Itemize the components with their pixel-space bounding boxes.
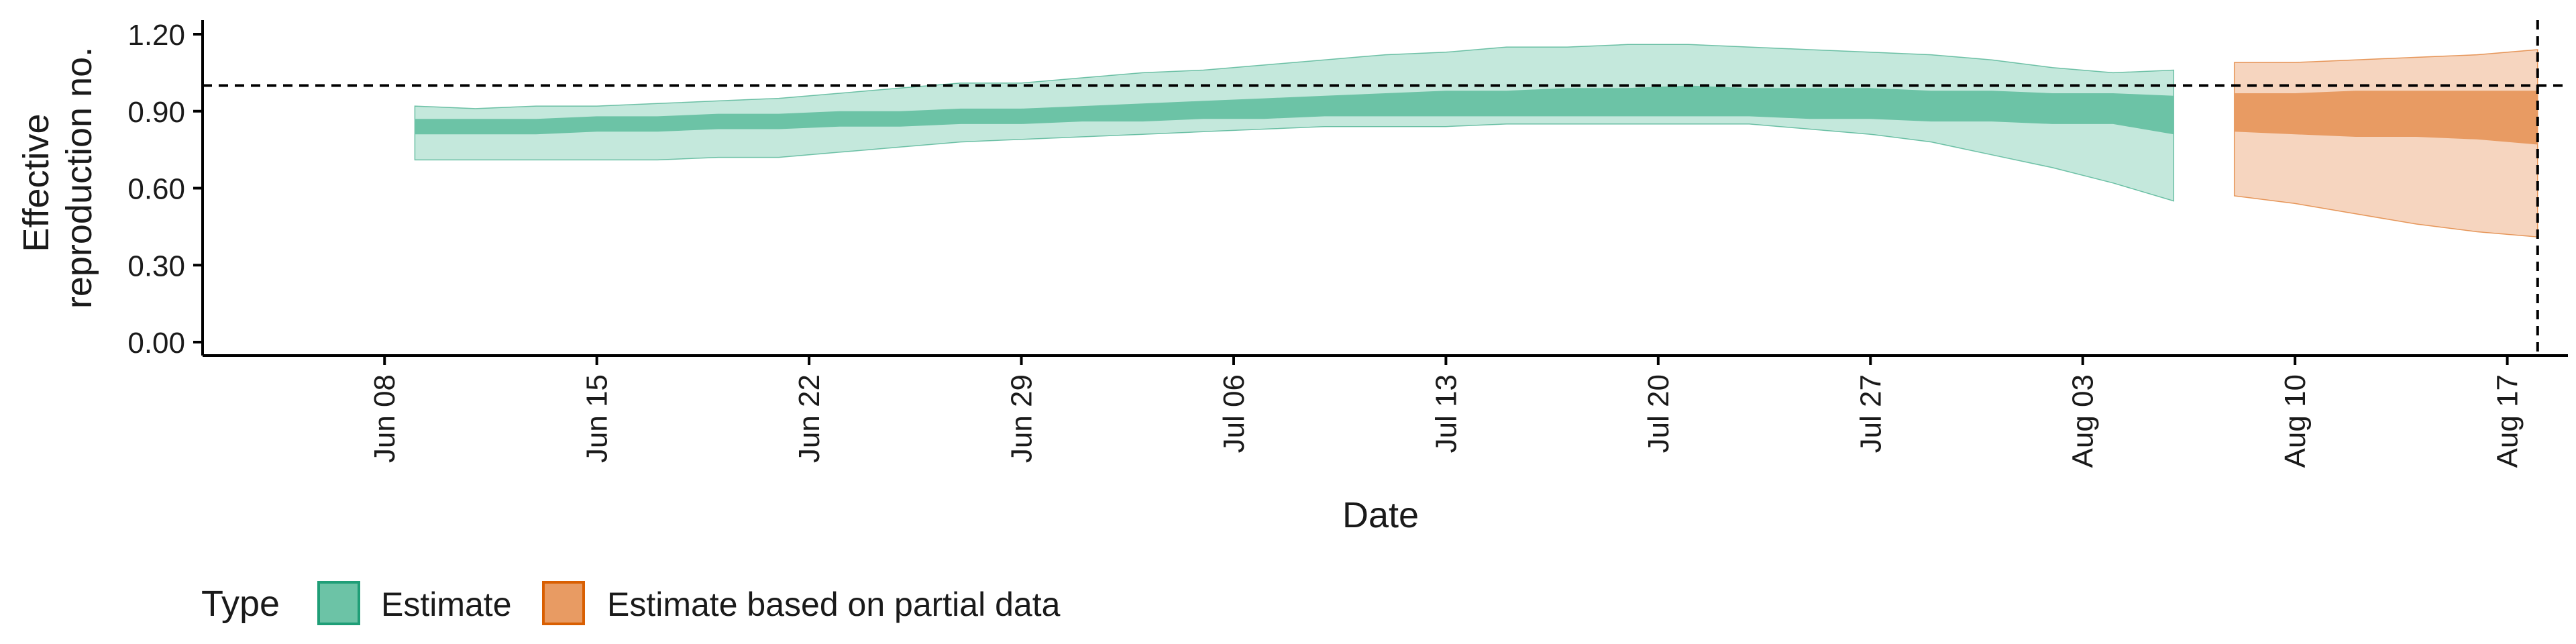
x-tick-label: Aug 10 [2279, 374, 2312, 468]
legend-title: Type [201, 584, 280, 624]
y-axis-title-line-2: reproduction no. [59, 47, 99, 309]
legend-key-partial [542, 581, 585, 625]
x-tick-label: Jul 06 [1218, 374, 1250, 453]
x-tick-label: Jul 20 [1642, 374, 1675, 453]
axes: 0.00 0.30 0.60 0.90 1.20 Jun 08 Jun 15 Jun 22 Ju… [127, 19, 2568, 468]
x-tick-label: Jul 27 [1854, 374, 1887, 453]
x-tick-label: Jun 22 [793, 374, 826, 463]
ci50-band-estimate [415, 85, 2174, 135]
y-tick-label: 0.00 [127, 327, 185, 360]
x-tick-label: Aug 17 [2491, 374, 2524, 468]
ci90-band-estimate [414, 44, 2175, 202]
y-tick-label: 0.30 [127, 250, 185, 282]
y-axis-title: Effective reproduction no. [16, 47, 99, 309]
y-tick-label: 1.20 [127, 19, 185, 52]
x-tick-label: Jul 13 [1430, 374, 1462, 453]
x-tick-label: Jun 29 [1006, 374, 1038, 463]
legend: Type Estimate Estimate based on partial … [201, 581, 1061, 625]
y-tick-label: 0.90 [127, 96, 185, 129]
legend-label-estimate: Estimate [381, 586, 512, 623]
legend-key-estimate [317, 581, 360, 625]
legend-label-partial: Estimate based on partial data [607, 586, 1061, 623]
x-axis-title: Date [1342, 495, 1419, 535]
y-axis-title-line-1: Effective [16, 113, 56, 252]
x-tick-label: Aug 03 [2067, 374, 2100, 468]
y-tick-label: 0.60 [127, 173, 185, 206]
x-tick-label: Jun 15 [581, 374, 614, 463]
ci90-band-partial [2233, 49, 2538, 238]
plot-area [203, 20, 2568, 356]
x-tick-label: Jun 08 [368, 374, 401, 463]
ci50-band-partial [2234, 91, 2538, 145]
